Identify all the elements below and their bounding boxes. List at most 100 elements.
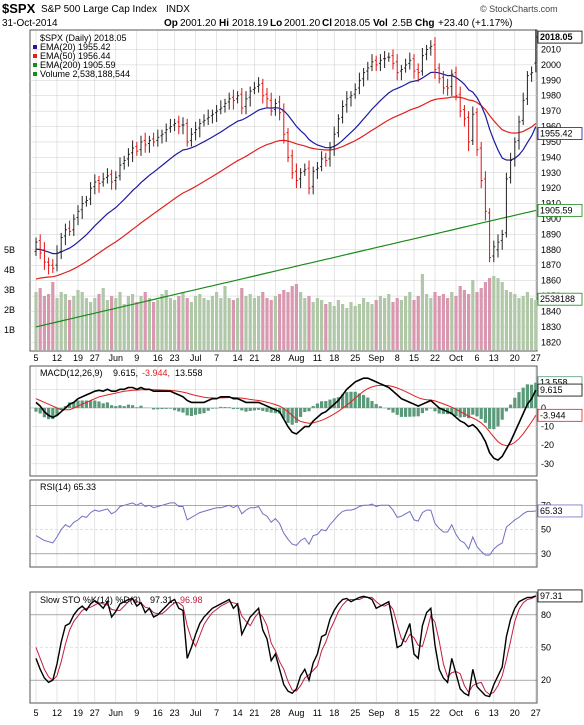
volume-bar <box>202 298 206 350</box>
volume-bar <box>307 296 311 350</box>
macd-histogram-bar <box>420 407 424 414</box>
ema50-line <box>35 96 537 280</box>
last-value-box <box>537 30 583 44</box>
volume-bar <box>131 294 135 350</box>
volume-bar <box>336 300 340 350</box>
ema20-legend-swatch <box>33 45 37 49</box>
ohlc-bar <box>198 118 202 138</box>
x-tick-label: 22 <box>430 353 440 363</box>
macd-histogram-bar <box>76 400 80 408</box>
volume-bar <box>534 300 538 350</box>
x-tick-label: 20 <box>510 353 520 363</box>
ohlc-bar <box>114 171 118 190</box>
ohlc-bar <box>152 132 156 147</box>
ohlc-bar <box>42 242 46 270</box>
macd-histogram-bar <box>252 407 256 411</box>
macd-histogram-bar <box>114 406 118 408</box>
macd-histogram-bar <box>248 407 252 411</box>
price-tick-label: 1820 <box>541 337 561 347</box>
low-value: 2001.20 <box>284 18 321 29</box>
volume-bar <box>215 292 219 350</box>
macd-histogram-bar <box>206 407 210 411</box>
ohlc-bar <box>80 195 84 220</box>
volume-bar <box>118 292 122 350</box>
volume-bar <box>408 292 412 350</box>
macd-histogram-bar <box>391 407 395 413</box>
macd-histogram-bar <box>320 401 324 408</box>
macd-histogram-bar <box>110 405 114 408</box>
ohlc-bar <box>446 78 450 96</box>
volume-bar <box>324 304 328 350</box>
volume-bar <box>425 294 429 350</box>
ema20-legend: EMA(20) 1955.42 <box>40 42 111 52</box>
ohlc-bar <box>194 121 198 141</box>
volume-bar <box>433 292 437 350</box>
ohlc-bar <box>509 152 513 184</box>
macd-histogram-bar <box>244 407 248 412</box>
macd-line <box>35 377 537 462</box>
x-tick-label: 16 <box>153 708 163 718</box>
volume-bar <box>76 290 80 350</box>
ohlc-bar <box>101 172 105 187</box>
macd-histogram-bar <box>223 407 227 408</box>
macd-histogram-bar <box>336 397 340 408</box>
macd-histogram-bar <box>370 401 374 408</box>
volume-bar <box>227 298 231 350</box>
ohlc-bar <box>332 126 336 156</box>
ohlc-bar <box>105 168 109 184</box>
volume-bar <box>525 292 529 350</box>
macd-histogram-bar <box>416 407 420 417</box>
x-tick-label: 12 <box>52 353 62 363</box>
x-tick-label: 20 <box>510 708 520 718</box>
price-tick-label: 1970 <box>541 106 561 116</box>
macd-histogram-bar <box>311 406 315 408</box>
price-tick-label: 1920 <box>541 183 561 193</box>
ohlc-bar <box>404 58 408 73</box>
x-tick-label: 23 <box>170 708 180 718</box>
volume-bar <box>185 298 189 350</box>
ohlc-bar <box>202 114 206 127</box>
ohlc-bar <box>118 157 122 181</box>
ohlc-bar <box>189 128 193 147</box>
macd-histogram-bar <box>395 407 399 415</box>
ohlc-bar <box>147 135 151 153</box>
volume-bar <box>72 296 76 350</box>
stoch-legend: Slow STO %K(14) %D(3) 97.31, 96.98 <box>40 595 203 605</box>
macd-value: 9.615, <box>113 368 138 378</box>
ohlc-bar <box>122 155 126 170</box>
volume-bar <box>55 298 59 350</box>
ohlc-bar <box>72 214 76 236</box>
volume-bar <box>181 292 185 350</box>
macd-histogram-bar <box>105 402 109 408</box>
macd-histogram-bar <box>59 407 63 410</box>
price-tick-label: 2000 <box>541 60 561 70</box>
macd-histogram-bar <box>118 405 122 408</box>
volume-bar <box>399 300 403 350</box>
ohlc-bar <box>265 88 269 109</box>
macd-histogram-bar <box>290 407 294 425</box>
ohlc-bar <box>433 37 437 79</box>
ohlc-bar <box>479 141 483 189</box>
volume-bar <box>395 298 399 350</box>
ohlc-bar <box>362 67 366 87</box>
ohlc-bar <box>353 83 357 99</box>
ohlc-bar <box>252 81 256 95</box>
date: 31-Oct-2014 <box>2 18 58 29</box>
last-value-label: 9.615 <box>540 385 563 395</box>
macd-histogram-bar <box>328 399 332 408</box>
ohlc-bar <box>429 40 433 56</box>
volume-bar <box>210 296 214 350</box>
volume-bar <box>240 288 244 350</box>
ohlc-bar <box>76 205 80 226</box>
volume-bar <box>223 286 227 350</box>
volume-bar <box>387 294 391 350</box>
volume-bar <box>219 298 223 350</box>
ohlc-bar <box>328 141 332 167</box>
macd-histogram-bar <box>236 407 240 409</box>
x-tick-label: 21 <box>249 353 259 363</box>
ohlc-bar <box>290 149 294 179</box>
stoch-tick-label: 50 <box>541 643 551 653</box>
volume-bar <box>248 294 252 350</box>
volume-bar <box>126 296 130 350</box>
last-value-label: 2018.05 <box>540 32 573 42</box>
